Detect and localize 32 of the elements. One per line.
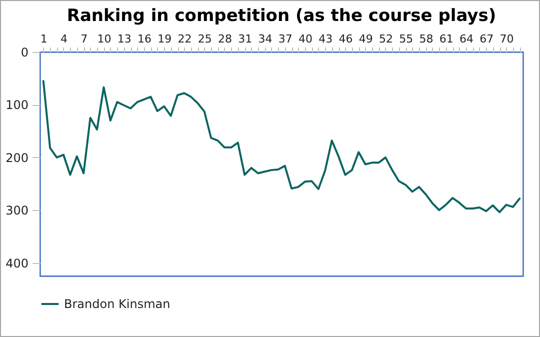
y-tick-label: 400 bbox=[6, 256, 28, 270]
line-series bbox=[42, 80, 521, 214]
x-tick-label: 52 bbox=[378, 32, 393, 46]
x-tick-label: 4 bbox=[60, 32, 68, 46]
y-tick-label: 200 bbox=[6, 150, 28, 165]
x-tick-label: 40 bbox=[298, 32, 312, 46]
x-tick-label: 28 bbox=[218, 32, 232, 46]
x-tick-label: 46 bbox=[338, 32, 353, 46]
x-tick-label: 7 bbox=[80, 32, 88, 46]
x-tick-label: 70 bbox=[500, 32, 514, 46]
x-tick-label: 31 bbox=[238, 32, 252, 46]
x-tick-label: 10 bbox=[97, 32, 112, 46]
x-tick-label: 37 bbox=[278, 32, 292, 46]
y-tick-label: 0 bbox=[20, 46, 28, 60]
x-tick-label: 1 bbox=[40, 32, 48, 46]
x-tick-label: 67 bbox=[480, 32, 494, 46]
x-tick-label: 16 bbox=[137, 32, 152, 46]
x-tick-label: 61 bbox=[439, 32, 454, 46]
x-tick-label: 34 bbox=[258, 32, 272, 46]
y-tick-label: 300 bbox=[6, 204, 28, 218]
x-tick-label: 43 bbox=[318, 32, 333, 46]
legend-label: Brandon Kinsman bbox=[64, 297, 170, 311]
x-tick-label: 25 bbox=[198, 32, 212, 46]
x-tick-label: 22 bbox=[178, 32, 192, 46]
y-tick-label: 100 bbox=[6, 98, 28, 112]
x-tick-label: 13 bbox=[117, 32, 132, 46]
x-tick-label: 58 bbox=[419, 32, 434, 46]
chart-title: Ranking in competition (as the course plays) bbox=[66, 6, 496, 26]
x-tick-label: 64 bbox=[459, 32, 474, 46]
x-tick-label: 19 bbox=[158, 32, 172, 46]
x-tick-label: 55 bbox=[399, 32, 414, 46]
x-tick-label: 49 bbox=[358, 32, 373, 46]
